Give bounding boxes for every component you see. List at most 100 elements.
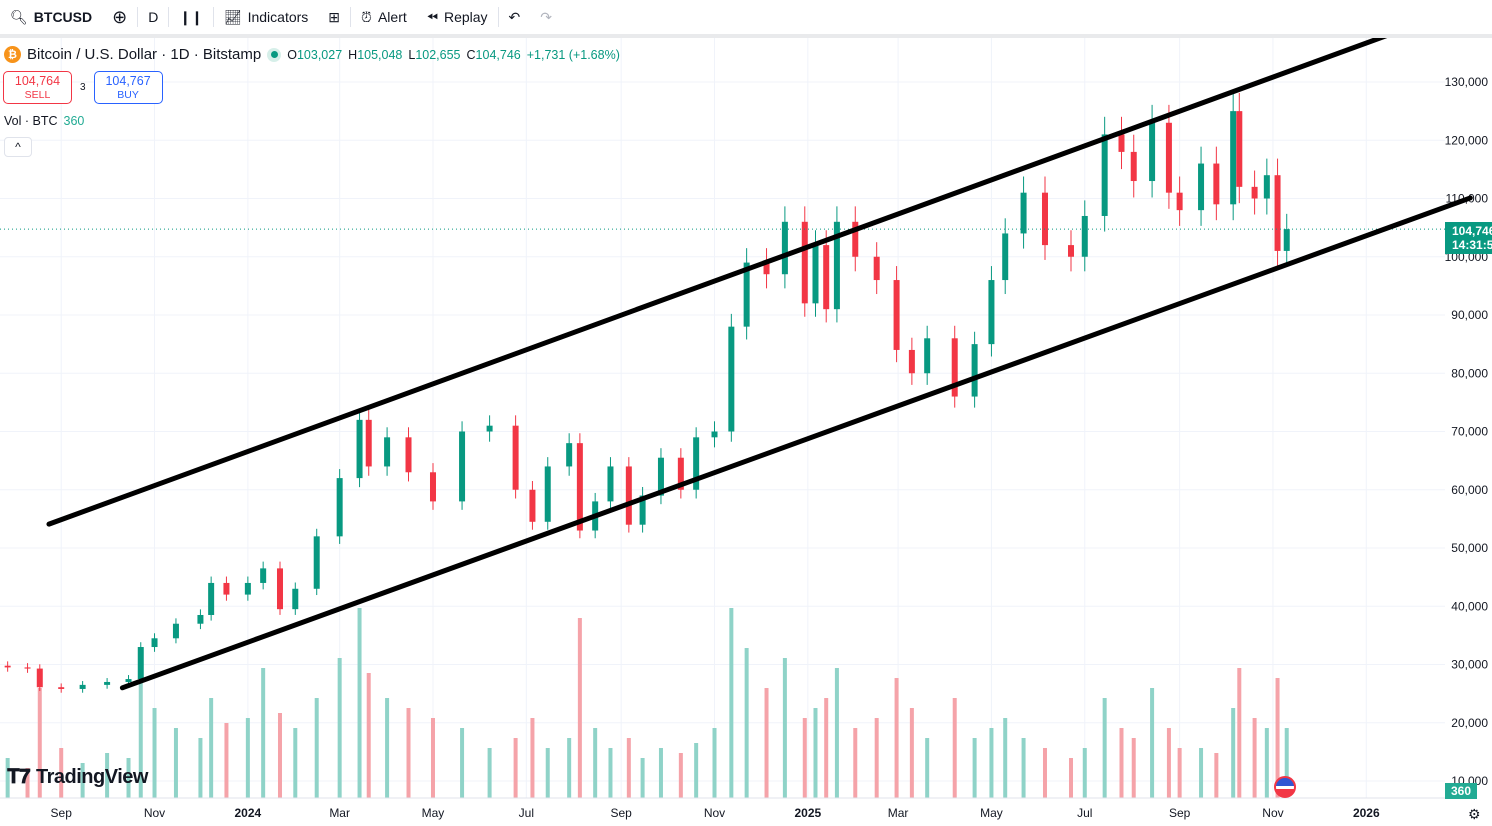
redo-button[interactable]: ↷ xyxy=(530,0,562,34)
candle xyxy=(812,245,819,304)
volume-legend: Vol · BTC 360 xyxy=(4,114,85,128)
x-tick-label: 2026 xyxy=(1353,806,1380,820)
us-event-icon[interactable] xyxy=(1274,776,1296,798)
x-tick-label: Nov xyxy=(704,806,725,820)
x-tick-label: Jul xyxy=(519,806,534,820)
symbol-legend: ₿ Bitcoin / U.S. Dollar · 1D · Bitstamp … xyxy=(4,46,620,63)
volume-bar xyxy=(874,718,879,798)
y-tick-label: 30,000 xyxy=(1451,658,1488,672)
volume-bar xyxy=(764,688,769,798)
volume-bar xyxy=(824,698,829,798)
candle xyxy=(544,466,551,522)
candle xyxy=(36,668,43,688)
volume-bar xyxy=(1150,688,1155,798)
symbol-title[interactable]: Bitcoin / U.S. Dollar · 1D · Bitstamp xyxy=(27,46,262,63)
candle xyxy=(292,588,299,610)
collapse-legend-button[interactable]: ^ xyxy=(4,137,32,157)
alarm-clock-icon: ⏰︎ xyxy=(361,8,372,25)
volume-bar xyxy=(245,718,250,798)
volume-bar xyxy=(1082,748,1087,798)
candle xyxy=(79,684,86,689)
plus-circle-icon: ⊕ xyxy=(112,6,128,27)
indicators-icon: 📈︎ xyxy=(223,8,242,25)
candle xyxy=(566,443,573,467)
price-chart[interactable]: Sep Nov 2024 Mar May Jul Sep Nov 2025 Mar May Jul Se… xyxy=(0,38,1492,826)
x-tick-label: May xyxy=(422,806,445,820)
candle xyxy=(576,443,583,531)
tv-logo-icon: 𝐓𝟕 xyxy=(7,766,31,788)
candle xyxy=(873,256,880,281)
x-tick-label: Nov xyxy=(1262,806,1283,820)
volume-bar xyxy=(337,658,342,798)
layouts-button[interactable]: ⊞ xyxy=(318,0,350,34)
volume-bar xyxy=(712,728,717,798)
sell-button[interactable]: 104,764 SELL xyxy=(3,71,72,104)
redo-icon: ↷ xyxy=(540,8,553,25)
volume-bar xyxy=(834,668,839,798)
indicators-button[interactable]: 📈︎ Indicators xyxy=(223,8,309,26)
spread: 3 xyxy=(80,82,86,93)
volume-bar xyxy=(277,713,282,798)
candle xyxy=(1068,245,1074,257)
compare-button[interactable]: ⊕ xyxy=(102,0,137,34)
volume-bar xyxy=(5,758,10,798)
volume-bar xyxy=(1166,728,1171,798)
candle xyxy=(801,221,808,304)
y-tick-label: 80,000 xyxy=(1451,366,1488,380)
candle xyxy=(486,425,493,432)
candle xyxy=(781,221,788,275)
candle xyxy=(459,431,466,502)
x-tick-label: Sep xyxy=(611,806,633,820)
toolbar-separator xyxy=(0,34,1492,38)
candle xyxy=(625,466,632,525)
volume-bar xyxy=(694,743,699,798)
tradingview-logo[interactable]: 𝐓𝟕 TradingView xyxy=(7,766,148,788)
divider xyxy=(350,7,352,27)
volume-bar xyxy=(782,658,787,798)
volume-bar xyxy=(209,698,214,798)
chart-type-button[interactable]: ❙❙ xyxy=(169,0,212,34)
volume-bar xyxy=(658,748,663,798)
candle xyxy=(529,489,536,522)
candle xyxy=(223,582,230,595)
x-tick-label: Jul xyxy=(1077,806,1092,820)
buy-button[interactable]: 104,767 BUY xyxy=(93,71,163,104)
volume-bar xyxy=(25,768,30,798)
y-tick-label: 130,000 xyxy=(1445,75,1489,89)
candle xyxy=(172,623,179,639)
settings-icon[interactable]: ⚙︎ xyxy=(1468,806,1481,822)
x-tick-label: Sep xyxy=(51,806,73,820)
volume-bar xyxy=(314,698,319,798)
candle xyxy=(1198,163,1205,211)
candle xyxy=(711,431,718,438)
ohlc-values: O103,027 H105,048 L102,655 C104,746 +1,7… xyxy=(287,47,620,62)
interval-button[interactable]: D xyxy=(148,9,159,25)
volume-bar xyxy=(152,708,157,798)
candle xyxy=(852,221,859,257)
y-tick-label: 70,000 xyxy=(1451,425,1488,439)
candle xyxy=(988,280,995,345)
candle xyxy=(4,665,11,668)
candle xyxy=(208,582,215,615)
candle xyxy=(1274,175,1281,251)
volume-bar xyxy=(593,728,598,798)
candle xyxy=(639,495,646,525)
candle xyxy=(893,280,900,350)
candle xyxy=(1263,175,1270,199)
alert-button[interactable]: ⏰︎ Alert xyxy=(361,8,407,26)
volume-bar xyxy=(1231,708,1236,798)
market-status-icon xyxy=(267,47,282,62)
volume-bar xyxy=(1252,718,1257,798)
volume-bar xyxy=(989,728,994,798)
volume-bar xyxy=(925,738,930,798)
candle xyxy=(1165,122,1172,193)
candle xyxy=(1081,215,1088,257)
divider xyxy=(212,7,214,27)
symbol-search[interactable]: 🔍︎ BTCUSD xyxy=(10,8,93,26)
volume-bar xyxy=(1102,698,1107,798)
volume-bar xyxy=(952,698,957,798)
volume-bar xyxy=(224,723,229,798)
candle xyxy=(1101,134,1108,216)
undo-button[interactable]: ↶ xyxy=(499,0,531,34)
replay-button[interactable]: ⏪︎ Replay xyxy=(426,8,488,26)
